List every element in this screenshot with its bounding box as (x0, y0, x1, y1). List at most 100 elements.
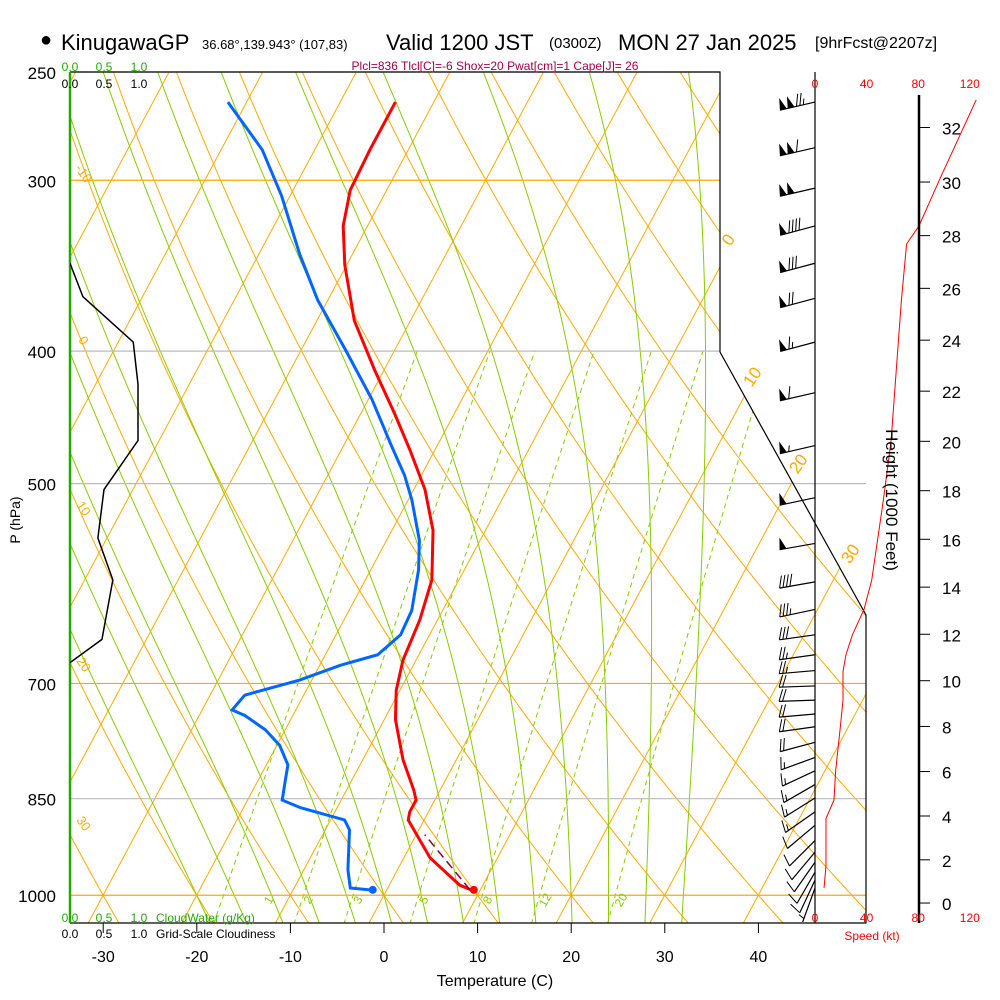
barb-feather (789, 573, 793, 587)
forecast-info: [9hrFcst@2207z] (815, 35, 938, 52)
barb-feather (798, 217, 801, 231)
barb-feather (778, 689, 784, 702)
mixing-ratio-line (293, 350, 491, 923)
dry-adiabat-line (70, 72, 215, 923)
height-tick-label: 2 (942, 852, 951, 871)
cloudwater-top-tick: 0.5 (96, 60, 113, 74)
barb-feather (790, 903, 801, 914)
y-axis-title: P (hPa) (7, 496, 23, 543)
barb-half-feather (785, 666, 789, 674)
cloudiness-title: Grid-Scale Cloudiness (156, 927, 275, 941)
barb-feather (779, 604, 782, 617)
barb-feather (795, 218, 797, 232)
temperature-tick-label: 40 (750, 949, 768, 966)
barb-shaft (782, 770, 816, 787)
height-axis-title: Height (1000 Feet) (882, 429, 901, 571)
pressure-tick-label: 500 (28, 476, 56, 495)
wind-barb (778, 646, 816, 661)
pressure-tick-label: 400 (28, 343, 56, 362)
barb-pennant (779, 295, 787, 308)
barb-feather (781, 820, 786, 833)
speed-axis-title: Speed (kt) (844, 929, 899, 943)
mixing-ratio-line (530, 350, 704, 923)
barb-feather (785, 574, 789, 588)
isotherm-line (648, 72, 866, 923)
temperature-tick-label: -30 (92, 949, 115, 966)
speed-top-tick: 0 (812, 77, 819, 91)
barb-shaft (780, 741, 816, 753)
speed-top-tick: 40 (860, 77, 874, 91)
barb-feather (785, 626, 790, 639)
moist-adiabat-line (70, 72, 357, 923)
barb-feather (778, 627, 783, 640)
barb-shaft (780, 225, 816, 236)
height-tick-label: 6 (942, 764, 951, 783)
barb-feather (795, 139, 799, 153)
pressure-tick-label: 700 (28, 675, 56, 694)
height-tick-label: 18 (942, 483, 961, 502)
height-tick-label: 8 (942, 718, 951, 737)
barb-pennant (786, 141, 795, 155)
mixing-ratio-label: 12 (536, 890, 555, 909)
dry-adiabat-line (112, 72, 595, 923)
pressure-tick-label: 250 (28, 64, 56, 83)
isotherm-line (274, 72, 732, 923)
wind-barb (780, 784, 816, 804)
height-tick-label: 26 (942, 280, 961, 299)
barb-shaft (779, 497, 816, 506)
height-tick-label: 10 (942, 673, 961, 692)
cloudiness-bottom-tick: 1.0 (131, 927, 148, 941)
height-tick-label: 4 (942, 808, 951, 827)
cloudiness-top-tick: 1.0 (131, 77, 148, 91)
cloudiness-bottom-tick: 0.0 (62, 927, 79, 941)
x-axis-title: Temperature (C) (437, 973, 553, 990)
mixing-ratio-line (606, 350, 772, 923)
height-tick-label: 16 (942, 531, 961, 550)
wind-barb (779, 493, 816, 506)
barb-shaft (802, 887, 816, 923)
barb-shaft (779, 187, 816, 197)
speed-top-tick: 80 (912, 77, 926, 91)
barb-shaft (780, 297, 816, 309)
wind-barb (779, 441, 816, 455)
barb-shaft (789, 840, 816, 867)
moist-adiabat-line (102, 72, 429, 923)
barb-feather (778, 704, 783, 718)
barb-shaft (791, 851, 816, 881)
height-tick-label: 0 (942, 895, 951, 914)
barb-feather (783, 854, 790, 867)
moist-adiabat-line (681, 72, 707, 923)
valid-date: MON 27 Jan 2025 (618, 30, 797, 55)
barb-feather (791, 219, 794, 233)
sounding-profiles (70, 101, 478, 894)
pressure-tick-label: 850 (28, 791, 56, 810)
barb-shaft (779, 608, 816, 618)
barb-feather (782, 718, 786, 732)
barb-feather (788, 257, 791, 271)
barb-half-feather (798, 914, 805, 919)
cloudwater-bottom-tick: 0.5 (96, 911, 113, 925)
barb-shaft (779, 699, 816, 702)
barb-shaft (780, 262, 816, 274)
barb-pennant (779, 339, 787, 352)
station-bullet-icon: ● (40, 29, 53, 51)
speed-bottom-tick: 120 (960, 911, 980, 925)
dry-adiabat-line (364, 72, 866, 923)
barb-feather (782, 603, 786, 617)
surface-temperature-point (469, 885, 478, 894)
barb-pennant (786, 182, 795, 195)
wind-barb (784, 851, 816, 881)
barb-feather (788, 386, 791, 399)
dry-adiabat-line (553, 72, 866, 923)
height-tick-label: 28 (942, 228, 961, 247)
wind-barb (790, 879, 816, 914)
dewpoint-line (226, 101, 421, 892)
height-tick-label: 32 (942, 119, 961, 138)
isotherm-label: 10 (739, 364, 765, 390)
isotherm-line (70, 72, 264, 923)
cloudiness-top-tick: 0.5 (96, 77, 113, 91)
adiabat-label: 20 (73, 654, 94, 674)
temperature-tick-label: -20 (185, 949, 208, 966)
isotherm-line (70, 72, 170, 923)
